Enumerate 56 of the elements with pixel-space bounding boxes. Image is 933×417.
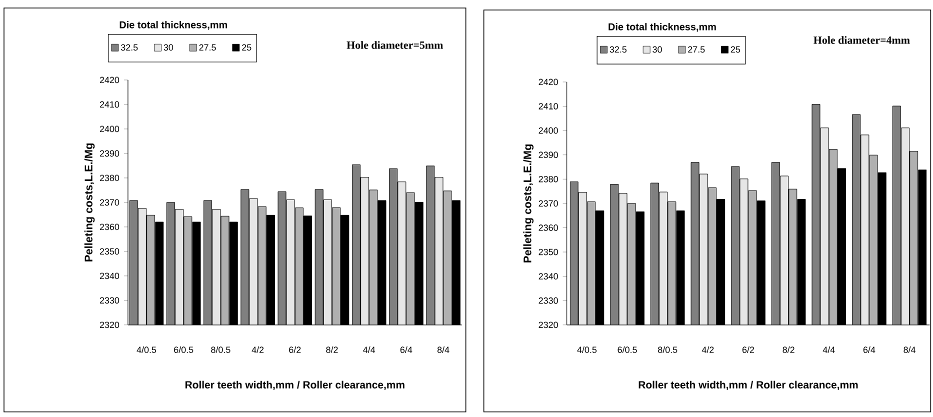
x-tick-label: 4/2 bbox=[702, 346, 714, 354]
x-tick-label: 8/0.5 bbox=[211, 346, 230, 354]
legend-label: 25 bbox=[242, 44, 252, 51]
y-tick-label: 2420 bbox=[100, 76, 120, 84]
y-tick-label: 2400 bbox=[100, 126, 120, 132]
y-tick-label: 2380 bbox=[538, 176, 558, 182]
legend-title: Die total thickness,mm bbox=[120, 21, 228, 30]
y-tick-label: 2400 bbox=[538, 127, 558, 134]
x-tick-label: 8/2 bbox=[782, 346, 794, 354]
legend-label: 32.5 bbox=[610, 46, 627, 53]
legend-label: 32.5 bbox=[120, 44, 138, 51]
x-axis-title: Roller teeth width,mm / Roller clearance,mm bbox=[638, 380, 858, 390]
x-tick-label: 6/4 bbox=[863, 346, 876, 354]
legend-label: 25 bbox=[730, 46, 740, 53]
y-tick-label: 2360 bbox=[100, 224, 120, 230]
x-tick-label: 6/2 bbox=[289, 346, 301, 354]
y-tick-label: 2340 bbox=[538, 273, 558, 280]
y-tick-label: 2350 bbox=[538, 248, 558, 256]
y-tick-label: 2320 bbox=[100, 322, 120, 328]
x-tick-label: 8/4 bbox=[437, 346, 450, 354]
legend-label: 27.5 bbox=[688, 46, 705, 53]
text: Hole diameter=5mm bbox=[346, 41, 443, 49]
x-tick-label: 4/0.5 bbox=[136, 346, 156, 354]
y-tick-label: 2320 bbox=[538, 322, 558, 328]
y-axis-title: Pelleting costs,L.E./Mg bbox=[84, 144, 95, 262]
x-tick-label: 4/4 bbox=[363, 346, 376, 354]
x-axis-title: Roller teeth width,mm / Roller clearance,mm bbox=[185, 380, 404, 390]
x-tick-label: 4/4 bbox=[822, 346, 835, 354]
legend-label: 27.5 bbox=[199, 44, 216, 51]
y-tick-label: 2410 bbox=[100, 101, 120, 108]
y-tick-label: 2370 bbox=[538, 200, 558, 207]
x-tick-label: 4/2 bbox=[252, 346, 264, 354]
y-tick-label: 2360 bbox=[538, 224, 558, 231]
legend-title: Die total thickness,mm bbox=[608, 23, 716, 32]
x-tick-label: 8/4 bbox=[904, 346, 916, 354]
y-tick-label: 2390 bbox=[538, 152, 558, 158]
x-tick-label: 8/0.5 bbox=[658, 346, 678, 354]
legend-label: 30 bbox=[652, 46, 662, 53]
x-tick-label: 6/2 bbox=[742, 346, 754, 354]
x-tick-label: 6/0.5 bbox=[174, 346, 194, 354]
y-tick-label: 2350 bbox=[100, 248, 120, 255]
legend-label: 30 bbox=[164, 44, 174, 51]
y-tick-label: 2330 bbox=[100, 297, 120, 304]
text: Hole diameter=4mm bbox=[814, 36, 910, 44]
y-tick-label: 2370 bbox=[100, 199, 120, 206]
y-tick-label: 2380 bbox=[100, 174, 120, 182]
y-tick-label: 2330 bbox=[538, 297, 558, 304]
x-tick-label: 6/0.5 bbox=[618, 346, 637, 354]
x-tick-label: 8/2 bbox=[326, 346, 338, 354]
y-tick-label: 2340 bbox=[100, 272, 120, 280]
x-tick-label: 6/4 bbox=[400, 346, 412, 354]
y-axis-title: Pelleting costs,L.E./Mg bbox=[523, 144, 534, 262]
y-tick-label: 2420 bbox=[538, 78, 558, 86]
y-tick-label: 2410 bbox=[538, 103, 558, 110]
x-tick-label: 4/0.5 bbox=[577, 346, 597, 354]
y-tick-label: 2390 bbox=[100, 150, 120, 157]
